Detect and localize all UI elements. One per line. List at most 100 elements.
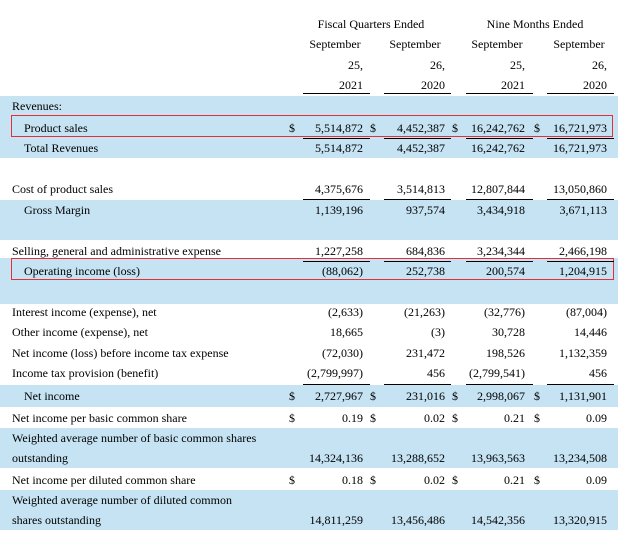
table-cell: 13,963,563	[471, 451, 525, 465]
col-header-2-year: 2020	[421, 78, 445, 92]
row-label: Total Revenues	[24, 141, 99, 155]
row-label: Cost of product sales	[12, 182, 113, 196]
table-cell: 14,542,356	[471, 513, 525, 527]
table-cell: 198,526	[486, 346, 525, 360]
group-header-nine-months: Nine Months Ended	[486, 17, 584, 31]
table-cell: 4,375,676	[315, 182, 363, 196]
dollar-sign: $	[370, 473, 376, 487]
table-cell: (2,799,541)	[469, 366, 525, 380]
row-label: Net income per basic common share	[12, 411, 187, 425]
table-cell: (21,263)	[404, 305, 445, 319]
table-cell: 1,139,196	[315, 203, 363, 217]
row-label: Net income per diluted common share	[12, 473, 196, 487]
table-cell: 13,288,652	[391, 451, 445, 465]
dollar-sign: $	[370, 121, 376, 135]
table-cell: 0.18	[342, 473, 363, 487]
table-cell: 0.09	[586, 411, 607, 425]
dollar-sign: $	[289, 121, 295, 135]
row-label: Selling, general and administrative expe…	[12, 244, 221, 258]
table-cell: 14,324,136	[309, 451, 363, 465]
dollar-sign: $	[534, 389, 540, 403]
table-cell: 13,234,508	[553, 451, 607, 465]
table-cell: 13,050,860	[553, 182, 607, 196]
dollar-sign: $	[370, 389, 376, 403]
row-label: Other income (expense), net	[12, 325, 148, 339]
table-cell: 14,811,259	[309, 513, 363, 527]
row-label: Operating income (loss)	[24, 264, 140, 278]
col-header-4-month: September	[553, 37, 605, 51]
table-cell: 16,242,762	[471, 121, 525, 135]
dollar-sign: $	[452, 411, 458, 425]
row-label: Gross Margin	[24, 203, 91, 217]
table-cell: 3,434,918	[477, 203, 525, 217]
table-cell: 0.02	[424, 473, 445, 487]
table-cell: 30,728	[492, 325, 525, 339]
table-cell: 2,466,198	[559, 244, 607, 258]
dollar-sign: $	[452, 389, 458, 403]
table-cell: 4,452,387	[397, 121, 445, 135]
col-header-2-day: 26,	[430, 58, 445, 72]
col-header-1-year: 2021	[339, 78, 363, 92]
table-cell: (32,776)	[484, 305, 525, 319]
table-cell: 0.21	[504, 473, 525, 487]
table-cell: 12,807,844	[471, 182, 525, 196]
col-header-3-month: September	[471, 37, 523, 51]
row-label: Product sales	[24, 121, 88, 135]
table-cell: 1,132,359	[559, 346, 607, 360]
table-cell: (87,004)	[566, 305, 607, 319]
table-cell: (88,062)	[322, 264, 363, 278]
table-cell: (3)	[431, 325, 445, 339]
table-cell: 13,320,915	[553, 513, 607, 527]
col-header-2-month: September	[389, 37, 441, 51]
table-cell: 200,574	[486, 264, 525, 278]
table-cell: 456	[427, 366, 445, 380]
table-cell: 16,721,973	[553, 141, 607, 155]
col-header-1-day: 25,	[348, 58, 363, 72]
row-label: Interest income (expense), net	[12, 305, 157, 319]
dollar-sign: $	[534, 473, 540, 487]
dollar-sign: $	[289, 411, 295, 425]
row-label-continued: shares outstanding	[12, 513, 101, 527]
row-label: Income tax provision (benefit)	[12, 366, 159, 380]
row-label: Weighted average number of basic common …	[12, 431, 257, 445]
row-label: Revenues:	[12, 99, 62, 113]
table-cell: 4,452,387	[397, 141, 445, 155]
dollar-sign: $	[452, 473, 458, 487]
table-cell: 2,998,067	[477, 389, 525, 403]
table-cell: 18,665	[330, 325, 363, 339]
dollar-sign: $	[370, 411, 376, 425]
table-cell: 16,242,762	[471, 141, 525, 155]
row-label: Weighted average number of diluted commo…	[12, 493, 232, 507]
table-cell: 2,727,967	[315, 389, 363, 403]
table-cell: 13,456,486	[391, 513, 445, 527]
table-cell: 231,472	[406, 346, 445, 360]
table-cell: 14,446	[574, 325, 607, 339]
table-cell: 0.19	[342, 411, 363, 425]
table-cell: 5,514,872	[315, 121, 363, 135]
table-cell: (2,799,997)	[307, 366, 363, 380]
table-cell: 3,514,813	[397, 182, 445, 196]
col-header-3-day: 25,	[510, 58, 525, 72]
table-cell: 3,234,344	[477, 244, 525, 258]
table-cell: 0.21	[504, 411, 525, 425]
table-cell: 1,131,901	[559, 389, 607, 403]
table-cell: 684,836	[406, 244, 445, 258]
dollar-sign: $	[289, 389, 295, 403]
col-header-1-month: September	[309, 37, 361, 51]
table-cell: 456	[589, 366, 607, 380]
highlight-operating-income	[11, 258, 614, 280]
table-cell: 937,574	[406, 203, 445, 217]
dollar-sign: $	[452, 121, 458, 135]
dollar-sign: $	[534, 411, 540, 425]
col-header-4-year: 2020	[583, 78, 607, 92]
table-cell: 0.09	[586, 473, 607, 487]
table-cell: (2,633)	[328, 305, 363, 319]
dollar-sign: $	[289, 473, 295, 487]
table-cell: 1,204,915	[559, 264, 607, 278]
group-header-quarters: Fiscal Quarters Ended	[317, 17, 425, 31]
table-cell: 0.02	[424, 411, 445, 425]
col-header-3-year: 2021	[501, 78, 525, 92]
table-cell: 16,721,973	[553, 121, 607, 135]
table-cell: (72,030)	[322, 346, 363, 360]
table-cell: 5,514,872	[315, 141, 363, 155]
